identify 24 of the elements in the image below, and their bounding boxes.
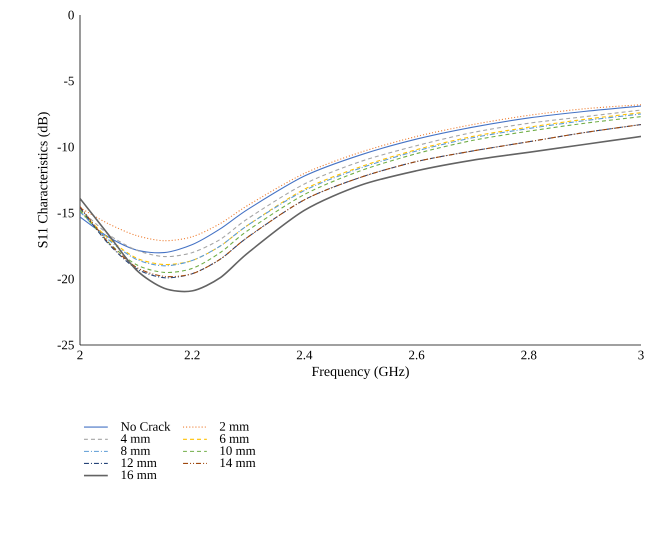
y-tick-label: -10 [58, 142, 74, 152]
x-tick-label: 2.6 [409, 350, 424, 360]
legend-label: 6 mm [220, 434, 250, 443]
y-tick-label: 0 [68, 10, 74, 20]
legend-label: 16 mm [122, 470, 157, 480]
x-tick-label: 2 [77, 350, 83, 360]
x-tick-label: 2.8 [521, 350, 536, 360]
legend-label: 8 mm [121, 446, 150, 456]
y-tick-label: -5 [64, 76, 74, 86]
legend-label: 14 mm [220, 458, 256, 467]
y-tick-label: -15 [58, 208, 74, 218]
legend-label: No Crack [120, 422, 171, 431]
x-tick-label: 2.2 [184, 350, 200, 360]
y-tick-label: -25 [58, 340, 74, 350]
line-series [80, 136, 642, 292]
x-tick-label: 3 [638, 350, 644, 360]
legend-label: 4 mm [120, 434, 150, 443]
legend-label: 10 mm [220, 446, 256, 456]
legend-label: 2 mm [220, 422, 250, 431]
legend-label: 12 mm [122, 458, 157, 467]
y-axis-title: S11 Characteristics (dB) [38, 112, 50, 248]
x-axis-title: Frequency (GHz) [312, 366, 409, 379]
x-tick-label: 2.4 [296, 350, 312, 360]
y-tick-label: -20 [58, 274, 74, 284]
